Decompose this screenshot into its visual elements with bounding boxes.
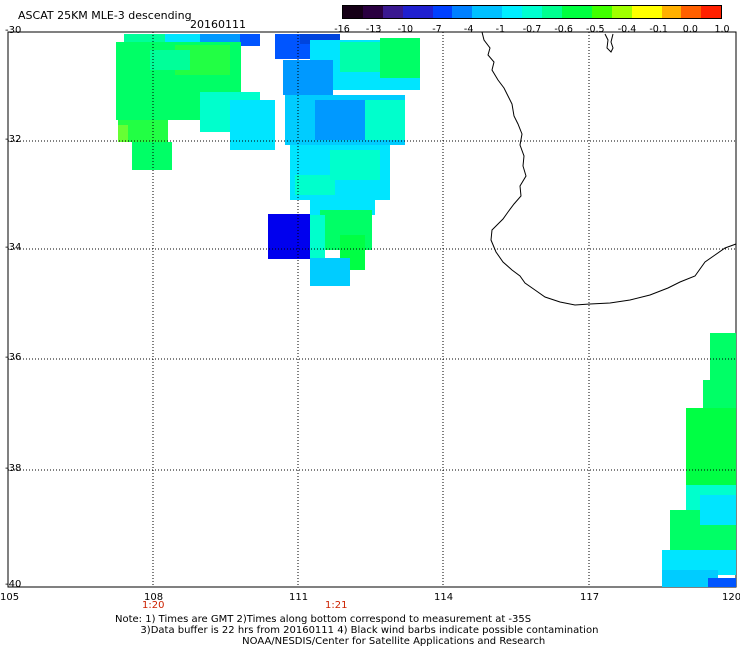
lon-label: 111 (289, 592, 309, 603)
lon-label: 105 (0, 592, 20, 603)
plot-frame (7, 31, 737, 588)
colorbar-segment (621, 6, 632, 18)
lat-label: -34 (5, 242, 22, 253)
colorbar-tick-label: -7 (432, 24, 442, 35)
colorbar-segment (641, 6, 652, 18)
lon-grid (152, 32, 590, 587)
wind-data-swaths (116, 34, 736, 587)
colorbar-segment (442, 6, 453, 18)
lat-label: -36 (5, 352, 22, 363)
colorbar-tick-label: 0.0 (682, 24, 698, 35)
footnote-line: NOAA/NESDIS/Center for Satellite Applica… (115, 636, 546, 647)
colorbar-segment (561, 6, 572, 18)
footnote: Note: 1) Times are GMT 2)Times along bot… (115, 614, 598, 647)
colorbar-segment (522, 6, 533, 18)
colorbar-segment (452, 6, 463, 18)
lat-grid (8, 140, 736, 471)
colorbar-segment (382, 6, 393, 18)
coastline-west-australia (481, 31, 737, 306)
footnote-line: Note: 1) Times are GMT 2)Times along bot… (115, 614, 532, 625)
colorbar-tick-label: -1 (495, 24, 506, 35)
colorbar-tick-label: -0.4 (617, 24, 637, 35)
coastline-inlet (604, 33, 614, 53)
colorbar-segment (362, 6, 373, 18)
colorbar-segment (571, 6, 582, 18)
time-label: 1:21 (325, 600, 348, 611)
colorbar-tick-label: 1.0 (714, 24, 730, 35)
colorbar-segment (591, 6, 602, 18)
colorbar-segment (601, 6, 612, 18)
colorbar-segment (711, 6, 722, 18)
colorbar-segment (611, 6, 622, 18)
colorbar-segment (422, 6, 433, 18)
colorbar-tick-label: -0.1 (649, 24, 668, 35)
lon-label: 117 (580, 592, 600, 603)
colorbar-tick-label: -0.6 (554, 24, 573, 35)
plot-title: ASCAT 25KM MLE-3 descending (18, 9, 192, 22)
colorbar-segment (581, 6, 592, 18)
lon-label: 108 (144, 592, 164, 603)
colorbar-segment (482, 6, 493, 18)
colorbar-segment (343, 6, 353, 18)
plot-date: 20160111 (190, 18, 246, 31)
colorbar-segment (502, 6, 513, 18)
colorbar-tick-label: -0.7 (522, 24, 542, 35)
colorbar-segment (412, 6, 423, 18)
colorbar-tick-label: -13 (365, 24, 382, 35)
colorbar-segment (661, 6, 672, 18)
colorbar-segment (691, 6, 702, 18)
colorbar-segment (352, 6, 363, 18)
lon-label: 120 (722, 592, 740, 603)
time-label: 1:20 (142, 600, 165, 611)
colorbar-segment (552, 6, 562, 18)
lat-label: -38 (5, 463, 22, 474)
colorbar-segment (472, 6, 483, 18)
colorbar-segment (432, 6, 443, 18)
footnote-line: 3)Data buffer is 22 hrs from 20160111 4)… (115, 625, 599, 636)
colorbar-segment (512, 6, 523, 18)
colorbar-tick-label: -4 (463, 24, 474, 35)
colorbar-segment (372, 6, 383, 18)
lat-label: -32 (5, 134, 22, 145)
colorbar-segment (492, 6, 503, 18)
lat-label: -40 (5, 579, 22, 590)
colorbar-labels: -16 -13 -10 -7 -4 -1 -0.7 -0.6 -0.5 -0.4 -0.1 0.0 1.… (334, 24, 729, 38)
colorbar-segment (402, 6, 413, 18)
colorbar-segment (532, 6, 543, 18)
colorbar-tick-label: -10 (397, 24, 414, 35)
colorbar (342, 5, 722, 19)
lat-label: -30 (5, 25, 22, 36)
lon-label: 114 (434, 592, 454, 603)
colorbar-tick-label: -16 (334, 24, 350, 35)
colorbar-segment (651, 6, 662, 18)
colorbar-segment (681, 6, 692, 18)
colorbar-segment (701, 6, 712, 18)
colorbar-tick-label: -0.5 (586, 24, 605, 35)
colorbar-segment (631, 6, 642, 18)
colorbar-segment (392, 6, 403, 18)
colorbar-segment (542, 6, 553, 18)
colorbar-segment (671, 6, 682, 18)
colorbar-segment (462, 6, 473, 18)
